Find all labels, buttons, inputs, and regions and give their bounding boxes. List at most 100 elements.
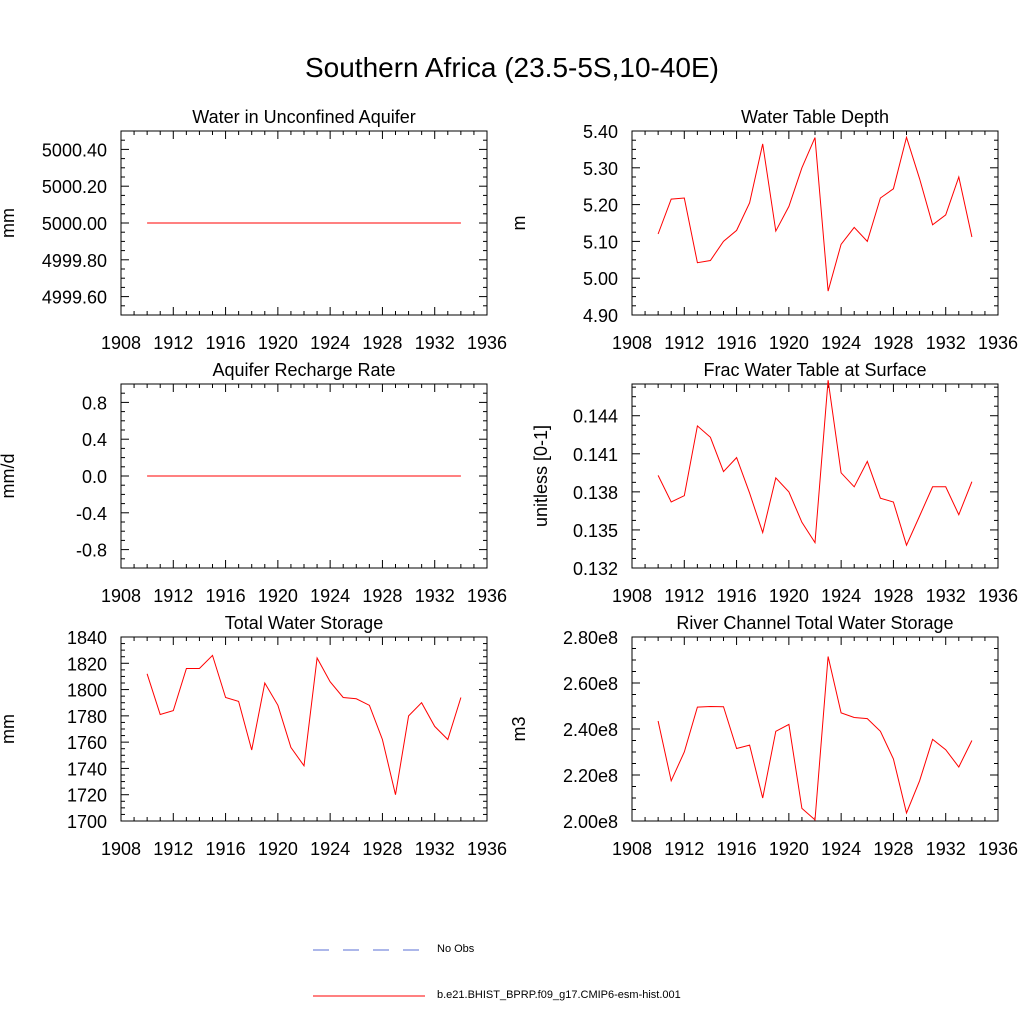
page-title: Southern Africa (23.5-5S,10-40E): [304, 52, 719, 83]
x-tick-label: 1932: [926, 333, 966, 353]
x-tick-label: 1928: [362, 839, 402, 859]
x-tick-label: 1916: [206, 839, 246, 859]
y-axis-label: mm: [0, 208, 18, 238]
y-tick-label: 0.8: [82, 393, 107, 413]
y-tick-label: 1840: [67, 628, 107, 648]
x-tick-label: 1916: [717, 586, 757, 606]
y-tick-label: 5000.00: [42, 214, 107, 234]
y-tick-label: 5.40: [583, 122, 618, 142]
y-tick-label: 1800: [67, 681, 107, 701]
panel-6: River Channel Total Water Storage m3 1908 1…: [509, 613, 1018, 859]
plot-frame: [120, 636, 488, 822]
y-axis-label: mm: [0, 714, 18, 744]
y-tick-label: 0.141: [573, 445, 618, 465]
x-tick-label: 1920: [258, 586, 298, 606]
x-tick-label: 1920: [769, 839, 809, 859]
x-tick-label: 1912: [664, 333, 704, 353]
x-tick-label: 1936: [467, 333, 507, 353]
x-tick-label: 1916: [206, 333, 246, 353]
y-axis-label: m3: [509, 716, 529, 741]
panel-title: Water in Unconfined Aquifer: [192, 107, 415, 127]
y-axis-label: m: [509, 216, 529, 231]
x-tick-label: 1924: [310, 586, 350, 606]
x-tick-label: 1908: [101, 586, 141, 606]
x-tick-label: 1932: [415, 839, 455, 859]
x-tick-label: 1924: [310, 839, 350, 859]
y-tick-label: 1760: [67, 733, 107, 753]
x-tick-label: 1928: [873, 333, 913, 353]
y-tick-label: 5000.20: [42, 177, 107, 197]
x-tick-label: 1924: [821, 586, 861, 606]
series-line: [146, 654, 462, 795]
x-tick-label: 1912: [664, 839, 704, 859]
y-tick-label: 2.00e8: [563, 812, 618, 832]
series-line: [657, 656, 973, 821]
x-tick-label: 1924: [821, 839, 861, 859]
series-line: [657, 135, 973, 292]
y-tick-label: 2.20e8: [563, 766, 618, 786]
x-tick-label: 1912: [153, 333, 193, 353]
panel-4: Frac Water Table at Surface unitless [0-1…: [531, 360, 1018, 606]
y-tick-label: 1720: [67, 786, 107, 806]
x-tick-label: 1932: [926, 839, 966, 859]
panel-2: Water Table Depth m 1908 1912 1916 1920 1924 19…: [509, 107, 1018, 353]
y-tick-label: 0.138: [573, 483, 618, 503]
x-tick-label: 1916: [206, 586, 246, 606]
y-tick-label: 1740: [67, 759, 107, 779]
y-tick-label: 0.135: [573, 521, 618, 541]
legend-obs-label: No Obs: [437, 943, 475, 955]
x-tick-label: 1920: [769, 586, 809, 606]
x-tick-label: 1908: [101, 333, 141, 353]
x-tick-label: 1932: [415, 333, 455, 353]
y-tick-label: 2.60e8: [563, 674, 618, 694]
panel-title: Aquifer Recharge Rate: [212, 360, 395, 380]
x-tick-label: 1908: [612, 839, 652, 859]
y-tick-label: -0.4: [76, 504, 107, 524]
panel-title: Total Water Storage: [225, 613, 383, 633]
x-tick-label: 1936: [467, 586, 507, 606]
panel-title: River Channel Total Water Storage: [676, 613, 953, 633]
x-tick-label: 1916: [717, 333, 757, 353]
x-tick-label: 1908: [101, 839, 141, 859]
x-tick-label: 1924: [821, 333, 861, 353]
y-tick-label: 5.20: [583, 196, 618, 216]
series-line: [657, 380, 973, 547]
x-tick-label: 1908: [612, 333, 652, 353]
x-tick-label: 1928: [362, 586, 402, 606]
x-tick-label: 1932: [415, 586, 455, 606]
x-tick-label: 1912: [664, 586, 704, 606]
panel-3: Aquifer Recharge Rate mm/d 1908 1912 1916 192…: [0, 360, 507, 606]
y-tick-label: -0.8: [76, 541, 107, 561]
x-tick-label: 1916: [717, 839, 757, 859]
x-tick-label: 1912: [153, 586, 193, 606]
x-tick-label: 1920: [769, 333, 809, 353]
y-tick-label: 1700: [67, 812, 107, 832]
x-tick-label: 1928: [873, 586, 913, 606]
x-tick-label: 1924: [310, 333, 350, 353]
y-tick-label: 0.144: [573, 407, 618, 427]
x-tick-label: 1936: [978, 839, 1018, 859]
x-tick-label: 1932: [926, 586, 966, 606]
y-tick-label: 5000.40: [42, 140, 107, 160]
y-tick-label: 0.132: [573, 559, 618, 579]
legend-model-label: b.e21.BHIST_BPRP.f09_g17.CMIP6-esm-hist.…: [437, 989, 681, 1001]
x-tick-label: 1920: [258, 839, 298, 859]
x-tick-label: 1928: [362, 333, 402, 353]
panel-title: Water Table Depth: [741, 107, 889, 127]
y-tick-label: 4999.60: [42, 288, 107, 308]
plot-frame: [631, 636, 999, 822]
x-tick-label: 1936: [467, 839, 507, 859]
y-tick-label: 1780: [67, 707, 107, 727]
y-axis-label: mm/d: [0, 454, 18, 499]
y-tick-label: 0.4: [82, 430, 107, 450]
panel-title: Frac Water Table at Surface: [703, 360, 926, 380]
y-tick-label: 5.10: [583, 232, 618, 252]
x-tick-label: 1936: [978, 333, 1018, 353]
panel-5: Total Water Storage mm 1908 1912 1916 1920 192…: [0, 613, 507, 859]
y-tick-label: 4.90: [583, 306, 618, 326]
x-tick-label: 1920: [258, 333, 298, 353]
y-tick-label: 0.0: [82, 467, 107, 487]
y-tick-label: 5.30: [583, 159, 618, 179]
y-axis-label: unitless [0-1]: [531, 425, 551, 527]
